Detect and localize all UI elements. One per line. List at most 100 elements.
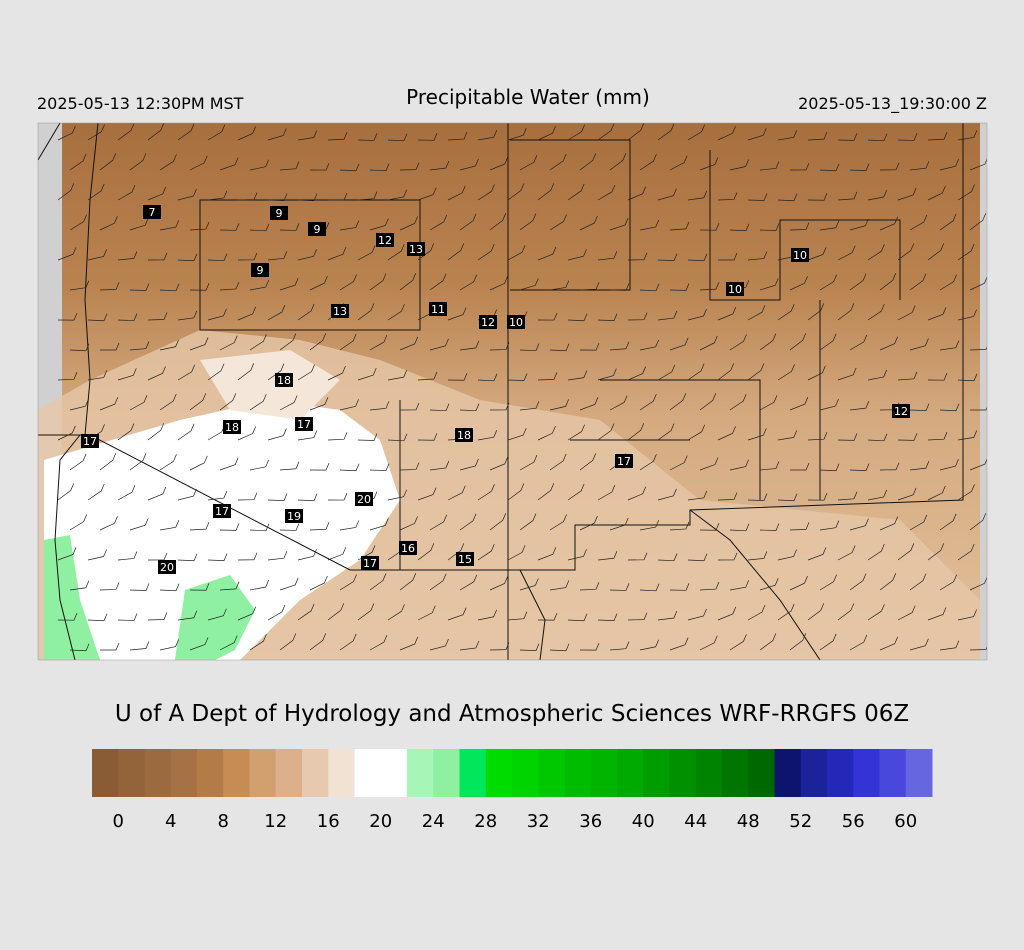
wind-barb [159, 154, 177, 171]
wind-barb [957, 309, 977, 321]
wind-barb [597, 313, 618, 321]
station: 17 [81, 434, 99, 448]
wind-barb [69, 643, 90, 652]
wind-barb [159, 393, 177, 411]
map: 7 9 9 12 13 9 13 11 12 10 10 10 18 18 17 18 12 17 17 20 17 19… [38, 123, 987, 660]
station: 17 [361, 556, 379, 570]
wind-barb [429, 573, 447, 591]
wind-barb [519, 401, 540, 411]
wind-barb [99, 342, 120, 351]
wind-barb [117, 251, 138, 261]
pw-green [175, 575, 255, 660]
wind-barb [399, 636, 419, 651]
wind-barb [969, 346, 987, 351]
wind-barb [897, 543, 915, 561]
wind-barb [759, 578, 779, 591]
station: 10 [507, 315, 525, 329]
wind-barb [57, 372, 78, 381]
wind-barb [729, 580, 750, 591]
wind-barb [249, 523, 270, 532]
wind-barb [87, 124, 105, 141]
wind-barb [219, 157, 239, 171]
wind-barb [57, 483, 75, 501]
colorbar-swatch [905, 749, 933, 797]
station: 18 [455, 428, 473, 442]
wind-barb [147, 252, 168, 261]
station: 19 [285, 509, 303, 523]
wind-barb [699, 281, 720, 291]
wind-barb [567, 549, 587, 561]
wind-barb [357, 191, 378, 201]
colorbar-tick-label: 52 [789, 811, 812, 832]
wind-barb [867, 489, 888, 501]
wind-barb [177, 188, 197, 201]
wind-barb [837, 603, 855, 621]
wind-barb [879, 216, 899, 231]
wind-barb [327, 492, 348, 501]
wind-barb [489, 402, 510, 411]
wind-barb [327, 247, 347, 261]
wind-barb [159, 454, 177, 471]
wind-barb [369, 273, 387, 291]
wind-barb [627, 552, 648, 561]
wind-barb [429, 638, 449, 651]
wind-barb [567, 424, 585, 441]
wind-barb [57, 547, 77, 561]
wind-barb [627, 366, 646, 381]
wind-barb [297, 130, 318, 141]
colorbar-tick-label: 32 [527, 811, 550, 832]
wind-barb [189, 221, 210, 231]
wind-barb [639, 283, 660, 292]
wind-barb [477, 430, 498, 441]
wind-barb [549, 280, 570, 291]
wind-barb [219, 335, 238, 351]
wind-barb [339, 220, 360, 231]
wind-barb [267, 363, 285, 381]
wind-barb [417, 187, 437, 201]
colorbar: 0 4 8 12 16 20 24 28 32 36 40 44 48 52 56 60 [92, 749, 933, 832]
wind-barb [309, 275, 328, 291]
wind-barb [939, 458, 959, 471]
wind-barb [777, 603, 795, 621]
wind-barb [669, 637, 689, 651]
wind-barb [207, 124, 226, 141]
wind-barb [357, 133, 378, 141]
station-value: 11 [431, 303, 445, 316]
wind-barb [399, 402, 420, 411]
colorbar-swatch [223, 749, 250, 797]
colorbar-swatch [590, 749, 618, 797]
wind-barb [879, 573, 897, 591]
wind-barb [819, 463, 840, 472]
wind-barb [657, 423, 675, 441]
wind-barb [189, 155, 208, 171]
colorbar-swatch [617, 749, 644, 797]
wind-barb [717, 606, 737, 621]
wind-barb [777, 493, 798, 502]
wind-barb [249, 159, 269, 171]
wind-barb [417, 371, 438, 381]
wind-barb [477, 373, 498, 382]
colorbar-swatch [197, 749, 224, 797]
wind-barb [57, 313, 78, 321]
wind-barb [927, 543, 945, 561]
wind-barb [459, 274, 478, 291]
wind-barb [237, 252, 258, 261]
wind-barb [267, 251, 288, 261]
wind-barb [657, 253, 678, 262]
wind-barb [267, 551, 288, 561]
wind-barb [669, 283, 690, 291]
colorbar-swatch [354, 749, 382, 797]
wind-barb [627, 312, 648, 321]
wind-barb [159, 283, 180, 292]
wind-barb [279, 523, 300, 531]
wind-barb [849, 463, 870, 471]
wind-barb [819, 520, 840, 531]
station: 12 [376, 233, 394, 247]
wind-barb [537, 483, 555, 501]
wind-barb [609, 583, 630, 591]
station-value: 20 [160, 561, 174, 574]
wind-barb [849, 400, 870, 411]
station-box [275, 373, 293, 387]
wind-barb [177, 423, 195, 441]
station-box [479, 315, 497, 329]
